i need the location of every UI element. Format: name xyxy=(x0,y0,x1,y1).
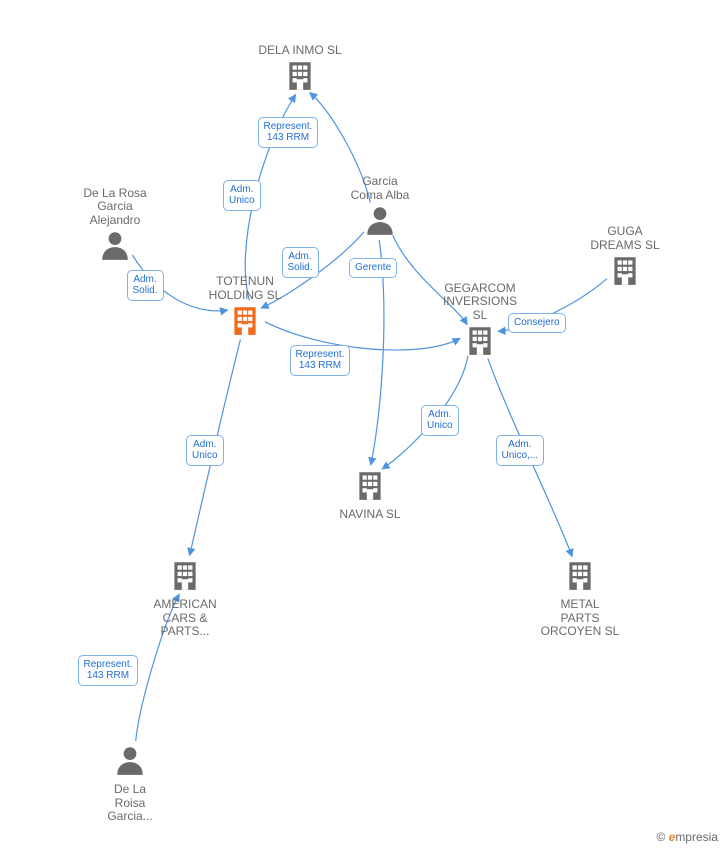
footer-credit: © empresia xyxy=(656,830,718,844)
node-label: De La Rosa Garcia Alejandro xyxy=(60,187,170,228)
edge-label-totenun-american: Adm. Unico xyxy=(186,435,224,466)
node-metal[interactable]: METAL PARTS ORCOYEN SL xyxy=(525,558,635,639)
edge-label-garcia-totenun: Adm. Solid. xyxy=(282,247,319,278)
node-american[interactable]: AMERICAN CARS & PARTS... xyxy=(130,558,240,639)
brand-rest: mpresia xyxy=(675,830,718,844)
node-guga[interactable]: GUGA DREAMS SL xyxy=(570,223,680,290)
edge-label-gegarcom-navina: Adm. Unico xyxy=(421,405,459,436)
building-icon xyxy=(315,468,425,506)
copyright-symbol: © xyxy=(656,830,665,844)
node-garcia[interactable]: Garcia Coma Alba xyxy=(325,173,435,240)
building-icon xyxy=(570,253,680,291)
edge-label-garcia-gegarcom: Gerente xyxy=(349,258,397,278)
node-label: Garcia Coma Alba xyxy=(325,175,435,203)
node-label: DELA INMO SL xyxy=(245,44,355,58)
edge-label-garcia-dela: Represent. 143 RRM xyxy=(258,117,319,148)
node-navina[interactable]: NAVINA SL xyxy=(315,468,425,522)
node-label: GUGA DREAMS SL xyxy=(570,225,680,253)
person-icon xyxy=(325,203,435,241)
node-label: NAVINA SL xyxy=(315,508,425,522)
person-icon xyxy=(60,228,170,266)
person-icon xyxy=(75,743,185,781)
node-dela[interactable]: DELA INMO SL xyxy=(245,42,355,96)
building-icon xyxy=(525,558,635,596)
node-label: TOTENUN HOLDING SL xyxy=(190,275,300,303)
edge-label-totenun-dela: Adm. Unico xyxy=(223,180,261,211)
node-label: METAL PARTS ORCOYEN SL xyxy=(525,598,635,639)
node-delarosa[interactable]: De La Rosa Garcia Alejandro xyxy=(60,185,170,266)
building-icon xyxy=(245,58,355,96)
building-icon xyxy=(190,303,300,341)
edges-layer xyxy=(0,0,728,850)
node-delaroisa[interactable]: De La Roisa Garcia... xyxy=(75,743,185,824)
diagram-canvas: DELA INMO SL De La Rosa Garcia Alejandro… xyxy=(0,0,728,850)
node-totenun[interactable]: TOTENUN HOLDING SL xyxy=(190,273,300,340)
edge-label-gegarcom-metal: Adm. Unico,... xyxy=(496,435,545,466)
node-label: AMERICAN CARS & PARTS... xyxy=(130,598,240,639)
edge-label-delarosa-totenun: Adm. Solid. xyxy=(127,270,164,301)
node-label: De La Roisa Garcia... xyxy=(75,783,185,824)
edge-label-totenun-gegarcom: Represent. 143 RRM xyxy=(290,345,351,376)
edge-label-delaroisa-american: Represent. 143 RRM xyxy=(78,655,139,686)
building-icon xyxy=(130,558,240,596)
edge-label-guga-gegarcom: Consejero xyxy=(508,313,566,333)
